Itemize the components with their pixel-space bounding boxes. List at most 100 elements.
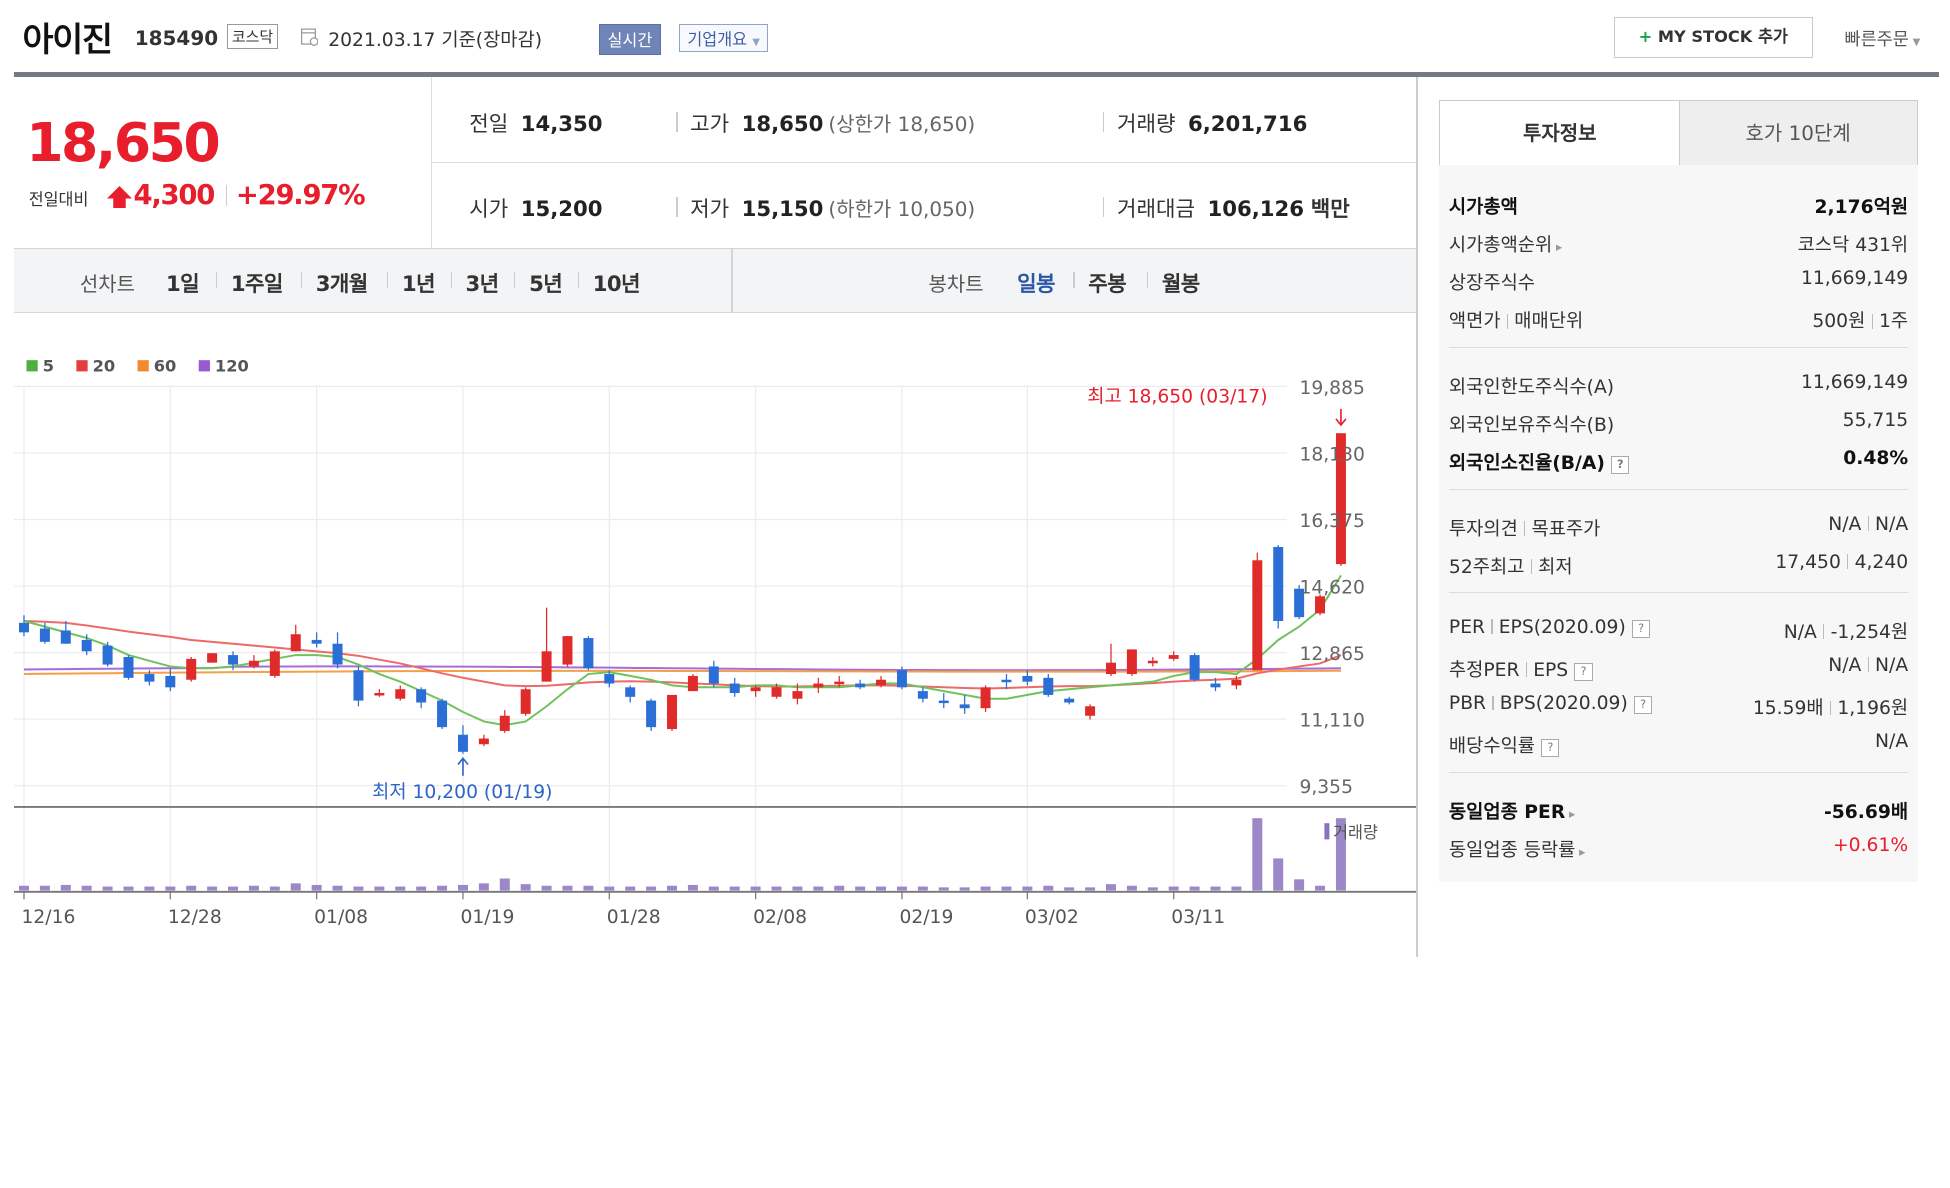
info-label-text: EPS: [1533, 660, 1569, 682]
candle-body: [645, 701, 656, 728]
max-annotation: 최고 18,650 (03/17): [1087, 387, 1267, 408]
tab-invest-info[interactable]: 투자정보: [1438, 99, 1681, 166]
caret-right-icon[interactable]: ▸: [1568, 805, 1576, 821]
volume-bar: [666, 886, 677, 892]
volume-bar: [520, 884, 531, 892]
x-tick-label: 02/19: [899, 908, 953, 929]
help-icon[interactable]: ?: [1541, 739, 1560, 758]
candle-weekly[interactable]: 주봉: [1088, 271, 1126, 297]
info-row[interactable]: 추정PER EPS? N/A N/A: [1449, 655, 1908, 682]
volume-bar: [144, 887, 155, 892]
candle-monthly[interactable]: 월봉: [1161, 271, 1200, 297]
divider: [1416, 77, 1418, 958]
volume-bar: [353, 887, 364, 892]
info-value: 17,450 4,240: [1775, 552, 1908, 573]
help-icon[interactable]: ?: [1634, 696, 1653, 715]
info-label: 추정PER EPS?: [1449, 655, 1593, 682]
divider: [1103, 197, 1105, 218]
y-tick-label: 18,130: [1299, 445, 1364, 466]
volume-bar: [290, 883, 301, 892]
volume-label: 거래량: [1333, 824, 1378, 843]
divider: [1823, 624, 1825, 640]
volume-bar: [708, 887, 719, 892]
candle-body: [687, 676, 698, 692]
period-1w[interactable]: 1주일: [230, 271, 284, 297]
volume-bar: [1063, 887, 1074, 892]
period-5y[interactable]: 5년: [529, 271, 563, 297]
volume-bar: [206, 887, 217, 892]
candle-body: [1335, 433, 1346, 565]
stat-open: 시가 15,200: [469, 192, 602, 223]
info-label: 외국인소진율(B/A)?: [1449, 448, 1630, 475]
current-price: 18,650: [26, 111, 221, 175]
divider: [1491, 619, 1493, 635]
candle-body: [374, 693, 385, 696]
volume-bar: [854, 887, 865, 892]
divider: [1492, 695, 1494, 711]
info-row[interactable]: 동일업종 PER ▸ -56.69배: [1449, 797, 1908, 824]
period-1y[interactable]: 1년: [401, 271, 436, 297]
stats-row-1: 전일 14,350 고가 18,650 (상한가 18,650) 거래량 6,201,7…: [431, 77, 1418, 164]
quick-order-button[interactable]: 빠른주문 ▼: [1845, 26, 1921, 51]
up-arrow-icon: [107, 185, 133, 209]
volume-bar: [1293, 879, 1304, 892]
help-icon[interactable]: ?: [1631, 619, 1651, 639]
info-value-text: 0.48%: [1843, 448, 1909, 470]
period-3y[interactable]: 3년: [465, 271, 499, 297]
info-row: 52주최고 최저 17,450 4,240: [1449, 552, 1908, 579]
legend-label: 60: [153, 357, 176, 376]
help-icon[interactable]: ?: [1574, 662, 1593, 682]
company-overview-dropdown[interactable]: 기업개요 ▼: [678, 23, 769, 53]
volume-bar: [1001, 887, 1012, 892]
info-value-text: 11,669,149: [1800, 268, 1909, 290]
info-label-text: 동일업종 등락률: [1448, 839, 1576, 861]
divider: [1829, 700, 1832, 716]
tab-hoga-10[interactable]: 호가 10단계: [1678, 99, 1918, 167]
candle-body: [624, 687, 635, 698]
candle-body: [854, 684, 865, 688]
help-icon[interactable]: ?: [1611, 455, 1630, 474]
info-row[interactable]: PBR BPS(2020.09)? 15.59배 1,196원: [1449, 693, 1908, 720]
candle-body: [1147, 661, 1158, 664]
period-10y[interactable]: 10년: [592, 271, 641, 297]
add-my-stock-button[interactable]: + MY STOCK 추가: [1613, 17, 1813, 59]
info-row[interactable]: 배당수익률? N/A: [1449, 731, 1908, 758]
x-tick-label: 01/28: [607, 908, 661, 929]
caret-right-icon[interactable]: ▸: [1555, 239, 1563, 255]
candle-daily[interactable]: 일봉: [1017, 271, 1055, 297]
period-3m[interactable]: 3개월: [315, 271, 369, 297]
volume-bar: [81, 886, 92, 892]
lower-limit: (하한가 10,050): [828, 197, 976, 222]
info-row[interactable]: PER EPS(2020.09)? N/A -1,254원: [1449, 617, 1908, 644]
volume-bar: [1252, 818, 1263, 892]
info-label-text: 외국인한도주식수(A): [1448, 376, 1615, 398]
stock-chart[interactable]: 5 20 60 120 19,88518,13016,37514,62012,8651…: [13, 314, 1417, 957]
realtime-button[interactable]: 실시간: [599, 23, 661, 55]
candle-body: [792, 691, 803, 700]
info-row[interactable]: 동일업종 등락률 ▸ +0.61%: [1449, 835, 1908, 862]
stat-value: 6,201,716: [1187, 112, 1308, 138]
volume-bar: [102, 887, 113, 892]
candle-body: [1272, 547, 1283, 622]
x-tick-label: 01/19: [460, 908, 514, 929]
volume-bar: [1043, 886, 1053, 892]
info-label-text: 동일업종 PER: [1448, 801, 1566, 823]
candle-body: [290, 634, 301, 652]
caret-right-icon[interactable]: ▸: [1579, 843, 1586, 859]
moving-averages: [23, 575, 1342, 727]
volume-bar: [1272, 858, 1283, 892]
divider: [1146, 271, 1149, 289]
min-annotation: 최저 10,200 (01/19): [372, 783, 552, 804]
candle-body: [436, 701, 447, 728]
volume-bar: [227, 887, 238, 892]
info-label-text: 시가총액: [1448, 197, 1518, 219]
info-row[interactable]: 시가총액순위 ▸ 코스닥 431위: [1449, 230, 1908, 257]
period-1d[interactable]: 1일: [165, 271, 200, 297]
info-value-text: 55,715: [1842, 409, 1909, 431]
company-overview-label: 기업개요: [687, 29, 748, 49]
info-row[interactable]: 외국인소진율(B/A)? 0.48%: [1449, 448, 1908, 475]
info-label: 동일업종 등락률 ▸: [1449, 835, 1586, 862]
candle-body: [1210, 684, 1221, 688]
change-percent: +29.97%: [235, 179, 366, 211]
chevron-down-icon: ▼: [752, 36, 760, 48]
